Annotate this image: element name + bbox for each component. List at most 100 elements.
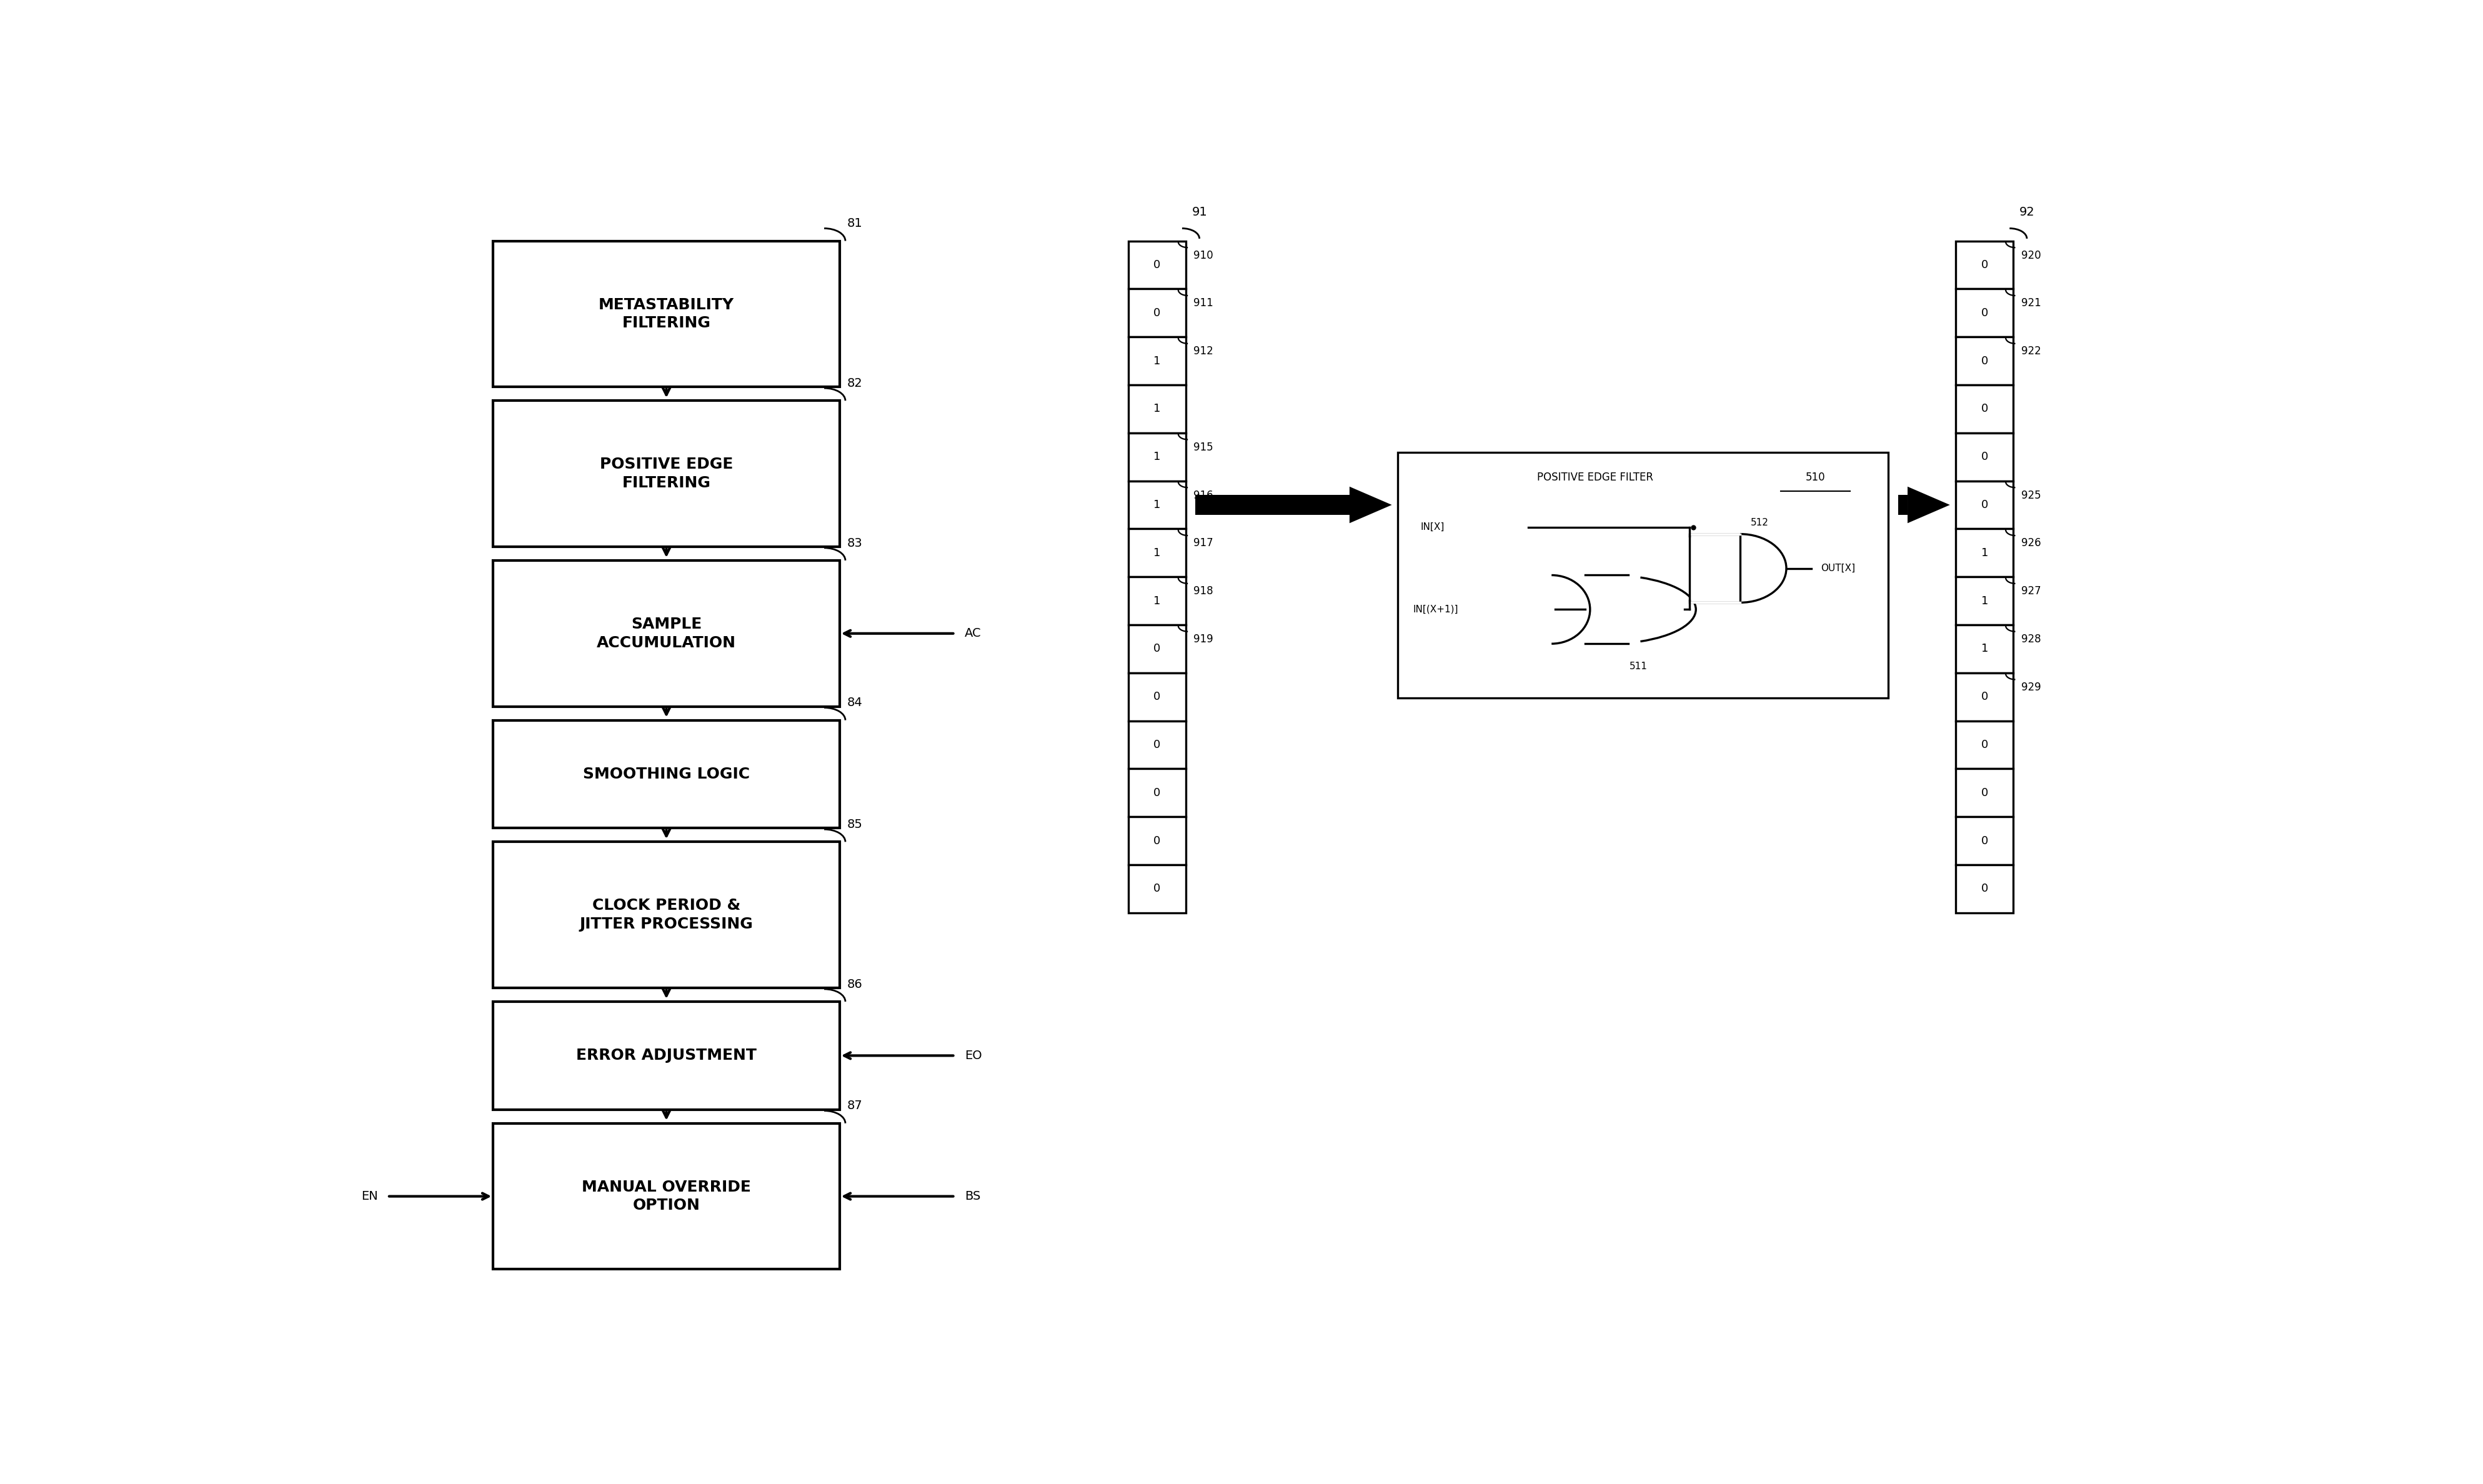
Text: 916: 916: [1194, 490, 1214, 502]
Text: 0: 0: [1155, 260, 1160, 270]
Text: 0: 0: [1981, 787, 1989, 798]
Text: 0: 0: [1981, 307, 1989, 319]
Text: 920: 920: [2021, 249, 2041, 261]
Text: POSITIVE EDGE FILTER: POSITIVE EDGE FILTER: [1537, 472, 1654, 484]
Bar: [1957, 384, 2014, 433]
Bar: [1957, 721, 2014, 769]
Text: 0: 0: [1155, 787, 1160, 798]
Polygon shape: [1348, 487, 1393, 524]
Bar: [494, 1002, 839, 1110]
Text: 0: 0: [1155, 692, 1160, 702]
Bar: [1957, 240, 2014, 289]
Text: SMOOTHING LOGIC: SMOOTHING LOGIC: [584, 767, 750, 782]
Text: 0: 0: [1981, 355, 1989, 367]
Bar: [1398, 453, 1887, 697]
Text: 82: 82: [847, 377, 862, 389]
Text: 925: 925: [2021, 490, 2041, 502]
Bar: [1127, 433, 1187, 481]
Bar: [494, 561, 839, 706]
Text: 0: 0: [1155, 835, 1160, 846]
Text: 86: 86: [847, 978, 862, 990]
Bar: [1127, 337, 1187, 384]
Text: 0: 0: [1155, 739, 1160, 751]
Bar: [1127, 240, 1187, 289]
Bar: [1957, 337, 2014, 384]
Text: 83: 83: [847, 537, 862, 549]
Text: 926: 926: [2021, 537, 2041, 549]
Text: 918: 918: [1194, 586, 1214, 597]
Bar: [1127, 289, 1187, 337]
Bar: [1127, 384, 1187, 433]
Text: 929: 929: [2021, 681, 2041, 693]
Bar: [1957, 625, 2014, 672]
Text: 912: 912: [1194, 346, 1214, 358]
Text: 927: 927: [2021, 586, 2041, 597]
Bar: [1127, 481, 1187, 528]
Bar: [1127, 672, 1187, 721]
Text: 0: 0: [1981, 451, 1989, 463]
Text: 1: 1: [1155, 451, 1160, 463]
Bar: [1957, 865, 2014, 913]
Bar: [494, 841, 839, 988]
Text: SAMPLE
ACCUMULATION: SAMPLE ACCUMULATION: [596, 617, 735, 650]
Text: 1: 1: [1155, 595, 1160, 607]
Text: 1: 1: [1981, 595, 1989, 607]
Text: 0: 0: [1981, 499, 1989, 510]
Bar: [1957, 289, 2014, 337]
Text: 911: 911: [1194, 298, 1214, 309]
Text: 928: 928: [2021, 634, 2041, 646]
Bar: [1897, 494, 1907, 515]
Text: 0: 0: [1981, 739, 1989, 751]
Text: 921: 921: [2021, 298, 2041, 309]
Bar: [1957, 672, 2014, 721]
Text: 915: 915: [1194, 442, 1214, 453]
Text: 0: 0: [1155, 883, 1160, 895]
Text: 0: 0: [1155, 307, 1160, 319]
Text: IN[(X+1)]: IN[(X+1)]: [1413, 605, 1458, 614]
Text: 87: 87: [847, 1100, 862, 1112]
Text: AC: AC: [963, 628, 981, 640]
Bar: [1957, 528, 2014, 577]
Bar: [494, 720, 839, 828]
Bar: [1127, 528, 1187, 577]
Text: 81: 81: [847, 218, 862, 230]
Bar: [1688, 534, 1741, 603]
Bar: [1127, 865, 1187, 913]
Text: 1: 1: [1155, 499, 1160, 510]
Bar: [1957, 433, 2014, 481]
Text: POSITIVE EDGE
FILTERING: POSITIVE EDGE FILTERING: [601, 457, 732, 491]
Text: 0: 0: [1981, 692, 1989, 702]
Text: 1: 1: [1155, 404, 1160, 414]
Text: 0: 0: [1981, 835, 1989, 846]
Bar: [1127, 577, 1187, 625]
Text: EN: EN: [360, 1190, 377, 1202]
Text: MANUAL OVERRIDE
OPTION: MANUAL OVERRIDE OPTION: [581, 1180, 750, 1212]
Bar: [1127, 625, 1187, 672]
Text: 917: 917: [1194, 537, 1214, 549]
Text: CLOCK PERIOD &
JITTER PROCESSING: CLOCK PERIOD & JITTER PROCESSING: [579, 898, 752, 932]
Bar: [1957, 481, 2014, 528]
Bar: [1957, 816, 2014, 865]
Text: 0: 0: [1981, 404, 1989, 414]
Bar: [1127, 769, 1187, 816]
Text: 511: 511: [1629, 662, 1646, 671]
Text: 919: 919: [1194, 634, 1214, 646]
Text: 0: 0: [1155, 643, 1160, 654]
Text: 512: 512: [1751, 518, 1768, 527]
Text: 510: 510: [1805, 472, 1825, 484]
Text: 1: 1: [1981, 548, 1989, 558]
Polygon shape: [1907, 487, 1949, 524]
Bar: [1957, 769, 2014, 816]
Text: METASTABILITY
FILTERING: METASTABILITY FILTERING: [598, 297, 735, 331]
Text: 85: 85: [847, 819, 862, 831]
Bar: [1127, 721, 1187, 769]
Text: 92: 92: [2019, 206, 2034, 218]
Text: BS: BS: [963, 1190, 981, 1202]
Text: 1: 1: [1981, 643, 1989, 654]
Text: 1: 1: [1155, 355, 1160, 367]
Bar: [494, 401, 839, 546]
Text: 0: 0: [1981, 260, 1989, 270]
Text: OUT[X]: OUT[X]: [1820, 564, 1855, 573]
Bar: [1194, 494, 1348, 515]
Text: 1: 1: [1155, 548, 1160, 558]
